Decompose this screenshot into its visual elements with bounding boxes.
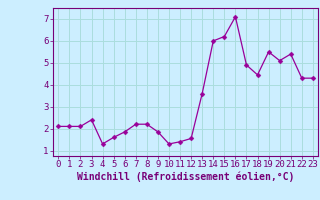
X-axis label: Windchill (Refroidissement éolien,°C): Windchill (Refroidissement éolien,°C) xyxy=(77,172,294,182)
